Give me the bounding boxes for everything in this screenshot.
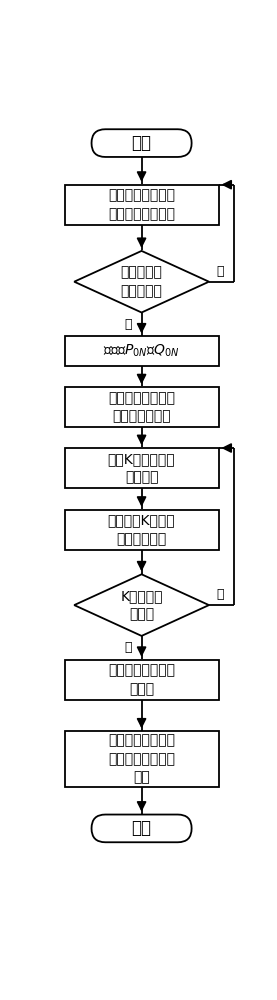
Text: 比较出目标函数的
最小值: 比较出目标函数的 最小值 — [108, 664, 175, 696]
Text: 假设K值进行设备
参数计算: 假设K值进行设备 参数计算 — [108, 452, 175, 484]
Text: 计算出该K值对应
的目标函数值: 计算出该K值对应 的目标函数值 — [108, 513, 175, 546]
Text: 是: 是 — [124, 641, 132, 654]
Text: 测量数据是
否线性无关: 测量数据是 否线性无关 — [121, 265, 163, 298]
Text: 是: 是 — [124, 318, 132, 331]
FancyBboxPatch shape — [91, 129, 192, 157]
Bar — [65, 336, 219, 366]
Text: 输入两个时间断面
的变压器测量数据: 输入两个时间断面 的变压器测量数据 — [108, 188, 175, 221]
Text: 开始: 开始 — [132, 134, 152, 152]
Bar — [65, 387, 219, 427]
Bar — [65, 660, 219, 700]
Text: 结束: 结束 — [132, 819, 152, 837]
Bar — [65, 510, 219, 550]
Text: 确定最小目标函数
对应的设备参数及
变比: 确定最小目标函数 对应的设备参数及 变比 — [108, 734, 175, 784]
Text: 输入当前运行时间
断面的测量数据: 输入当前运行时间 断面的测量数据 — [108, 391, 175, 423]
Polygon shape — [74, 251, 209, 312]
Text: K值是否遍
历完成: K值是否遍 历完成 — [120, 589, 163, 621]
Text: 计算出$P_{0N}$和$Q_{0N}$: 计算出$P_{0N}$和$Q_{0N}$ — [103, 343, 180, 359]
Text: 否: 否 — [217, 265, 224, 278]
Polygon shape — [74, 574, 209, 636]
FancyBboxPatch shape — [91, 815, 192, 842]
Text: 否: 否 — [217, 588, 224, 601]
Bar — [65, 185, 219, 225]
Bar — [65, 731, 219, 787]
Bar — [65, 448, 219, 488]
